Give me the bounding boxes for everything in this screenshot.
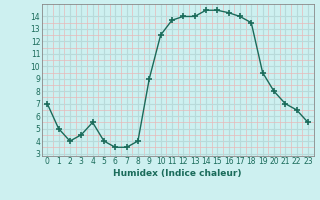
X-axis label: Humidex (Indice chaleur): Humidex (Indice chaleur)	[113, 169, 242, 178]
